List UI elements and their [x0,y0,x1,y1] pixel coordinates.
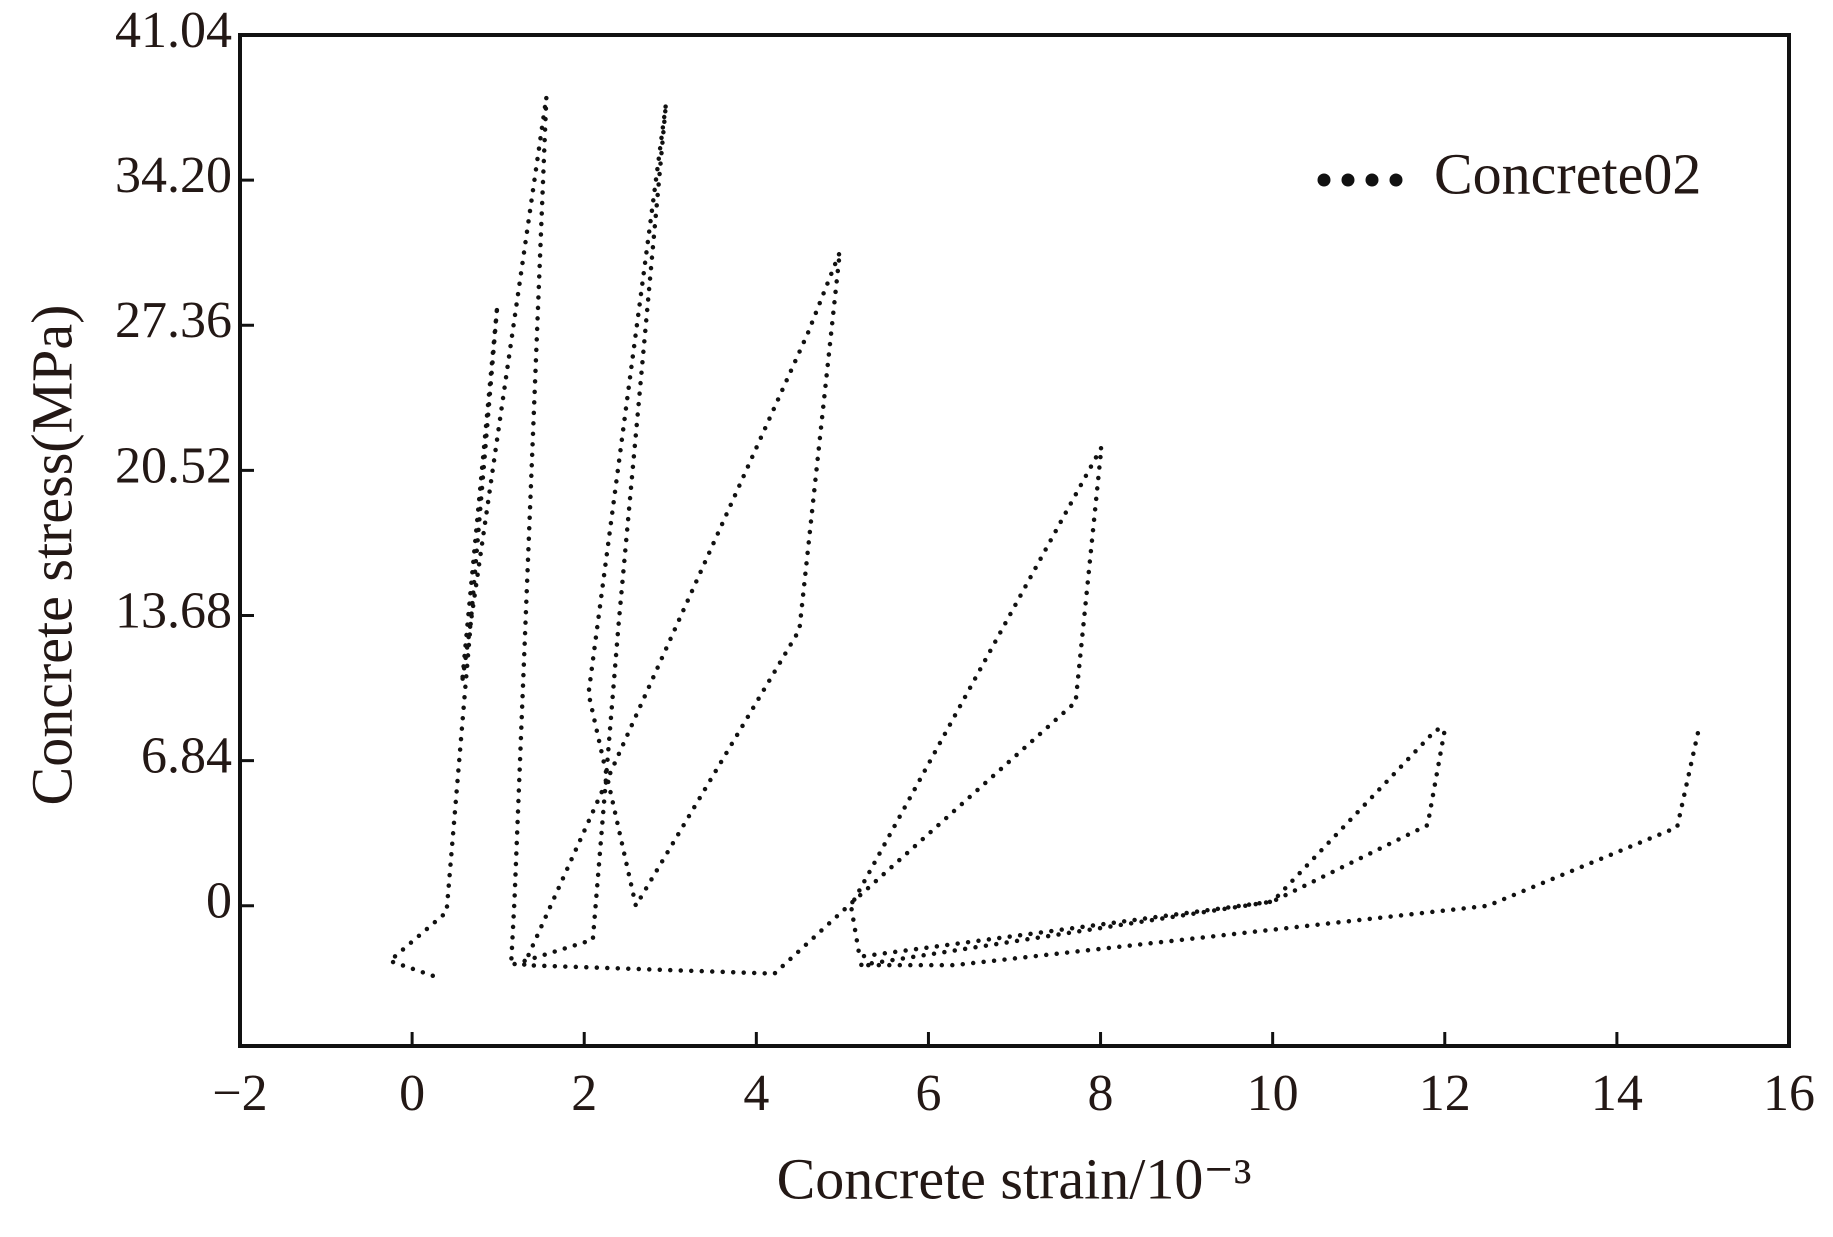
y-tick-label: 6.84 [141,728,232,785]
x-axis-label: Concrete strain/10⁻³ [777,1146,1252,1211]
legend-label: Concrete02 [1434,141,1701,206]
x-tick-label: 10 [1247,1065,1299,1122]
y-tick-label: 41.04 [115,2,232,59]
x-tick-label: 2 [571,1065,597,1122]
y-tick-label: 13.68 [115,582,232,639]
y-tick-label: 27.36 [115,292,232,349]
y-tick-label: 34.20 [115,147,232,204]
data-line [385,97,1701,979]
y-axis-label: Concrete stress(MPa) [19,305,84,806]
y-tick-label: 20.52 [115,437,232,494]
x-tick-label: 0 [399,1065,425,1122]
x-tick-label: 16 [1763,1065,1815,1122]
y-tick-label: 0 [206,873,232,930]
x-tick-label: 14 [1591,1065,1643,1122]
x-tick-label: 12 [1419,1065,1471,1122]
x-tick-label: 6 [915,1065,941,1122]
x-tick-label: 8 [1088,1065,1114,1122]
x-tick-label: 4 [743,1065,769,1122]
plot-frame [238,33,1791,1048]
x-tick-label: −2 [212,1065,267,1122]
